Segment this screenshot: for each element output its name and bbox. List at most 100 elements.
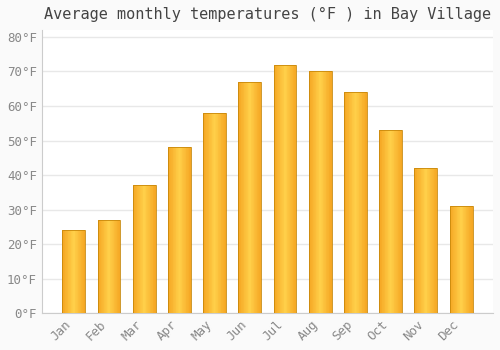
Bar bbox=[315, 71, 316, 313]
Bar bbox=[175, 147, 176, 313]
Bar bbox=[356, 92, 357, 313]
Bar bbox=[118, 220, 119, 313]
Bar bbox=[468, 206, 469, 313]
Bar bbox=[467, 206, 468, 313]
Bar bbox=[450, 206, 451, 313]
Bar bbox=[149, 186, 150, 313]
Bar bbox=[139, 186, 140, 313]
Bar bbox=[76, 230, 77, 313]
Title: Average monthly temperatures (°F ) in Bay Village: Average monthly temperatures (°F ) in Ba… bbox=[44, 7, 491, 22]
Bar bbox=[354, 92, 356, 313]
Bar bbox=[64, 230, 66, 313]
Bar bbox=[431, 168, 432, 313]
Bar bbox=[466, 206, 467, 313]
Bar bbox=[259, 82, 260, 313]
Bar bbox=[294, 65, 295, 313]
Bar bbox=[247, 82, 248, 313]
Bar bbox=[252, 82, 253, 313]
Bar bbox=[146, 186, 147, 313]
Bar bbox=[451, 206, 452, 313]
Bar bbox=[387, 130, 388, 313]
Bar bbox=[316, 71, 317, 313]
Bar bbox=[134, 186, 135, 313]
Bar bbox=[423, 168, 424, 313]
Bar bbox=[399, 130, 400, 313]
Bar bbox=[331, 71, 332, 313]
Bar bbox=[291, 65, 292, 313]
Bar bbox=[353, 92, 354, 313]
Bar bbox=[168, 147, 191, 313]
Bar bbox=[171, 147, 172, 313]
Bar bbox=[142, 186, 144, 313]
Bar bbox=[361, 92, 362, 313]
Bar bbox=[67, 230, 68, 313]
Bar bbox=[276, 65, 278, 313]
Bar bbox=[414, 168, 415, 313]
Bar bbox=[460, 206, 461, 313]
Bar bbox=[254, 82, 255, 313]
Bar bbox=[433, 168, 434, 313]
Bar bbox=[428, 168, 429, 313]
Bar bbox=[392, 130, 393, 313]
Bar bbox=[253, 82, 254, 313]
Bar bbox=[471, 206, 472, 313]
Bar bbox=[309, 71, 310, 313]
Bar bbox=[321, 71, 322, 313]
Bar bbox=[352, 92, 353, 313]
Bar bbox=[292, 65, 294, 313]
Bar bbox=[288, 65, 289, 313]
Bar bbox=[390, 130, 392, 313]
Bar bbox=[416, 168, 418, 313]
Bar bbox=[70, 230, 72, 313]
Bar bbox=[74, 230, 76, 313]
Bar bbox=[258, 82, 259, 313]
Bar bbox=[63, 230, 64, 313]
Bar bbox=[386, 130, 387, 313]
Bar bbox=[320, 71, 321, 313]
Bar bbox=[381, 130, 382, 313]
Bar bbox=[242, 82, 243, 313]
Bar bbox=[135, 186, 136, 313]
Bar bbox=[114, 220, 115, 313]
Bar bbox=[77, 230, 78, 313]
Bar bbox=[312, 71, 314, 313]
Bar bbox=[119, 220, 120, 313]
Bar bbox=[138, 186, 139, 313]
Bar bbox=[150, 186, 151, 313]
Bar bbox=[311, 71, 312, 313]
Bar bbox=[69, 230, 70, 313]
Bar bbox=[80, 230, 82, 313]
Bar bbox=[255, 82, 256, 313]
Bar bbox=[103, 220, 104, 313]
Bar bbox=[187, 147, 188, 313]
Bar bbox=[112, 220, 113, 313]
Bar bbox=[452, 206, 454, 313]
Bar bbox=[310, 71, 311, 313]
Bar bbox=[344, 92, 345, 313]
Bar bbox=[176, 147, 177, 313]
Bar bbox=[99, 220, 100, 313]
Bar bbox=[424, 168, 425, 313]
Bar bbox=[420, 168, 422, 313]
Bar bbox=[419, 168, 420, 313]
Bar bbox=[212, 113, 213, 313]
Bar bbox=[218, 113, 219, 313]
Bar bbox=[78, 230, 79, 313]
Bar bbox=[278, 65, 279, 313]
Bar bbox=[384, 130, 386, 313]
Bar bbox=[239, 82, 240, 313]
Bar bbox=[62, 230, 63, 313]
Bar bbox=[181, 147, 182, 313]
Bar bbox=[330, 71, 331, 313]
Bar bbox=[317, 71, 318, 313]
Bar bbox=[393, 130, 394, 313]
Bar bbox=[388, 130, 389, 313]
Bar bbox=[243, 82, 244, 313]
Bar bbox=[397, 130, 398, 313]
Bar bbox=[145, 186, 146, 313]
Bar bbox=[68, 230, 69, 313]
Bar bbox=[109, 220, 110, 313]
Bar bbox=[151, 186, 152, 313]
Bar bbox=[154, 186, 155, 313]
Bar bbox=[314, 71, 315, 313]
